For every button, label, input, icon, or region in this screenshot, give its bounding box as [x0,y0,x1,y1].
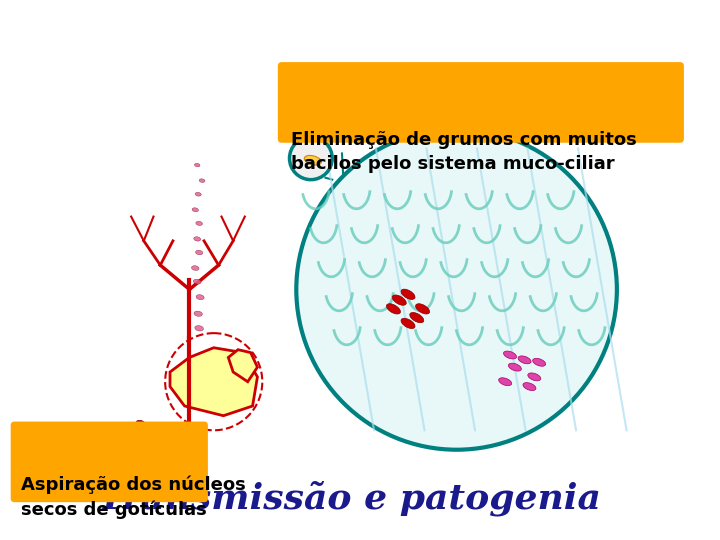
Ellipse shape [192,266,199,271]
Ellipse shape [387,303,400,314]
Text: Transmissão e patogenia: Transmissão e patogenia [99,481,601,516]
Ellipse shape [194,311,202,316]
Text: Eliminação de grumos com muitos
bacilos pelo sistema muco-ciliar: Eliminação de grumos com muitos bacilos … [292,131,637,173]
Polygon shape [228,350,258,382]
Ellipse shape [401,318,415,328]
Ellipse shape [305,156,321,165]
Ellipse shape [196,221,202,225]
FancyBboxPatch shape [11,422,208,502]
Ellipse shape [117,437,126,443]
Ellipse shape [194,164,200,167]
Ellipse shape [508,363,521,371]
Ellipse shape [415,303,430,314]
Ellipse shape [533,359,546,366]
Ellipse shape [410,313,424,323]
Ellipse shape [401,289,415,299]
Ellipse shape [528,373,541,381]
Ellipse shape [199,179,205,183]
Ellipse shape [130,440,139,446]
Polygon shape [170,348,258,416]
Ellipse shape [499,378,512,386]
Ellipse shape [195,192,201,196]
Ellipse shape [196,295,204,300]
Ellipse shape [136,420,145,427]
Ellipse shape [196,250,203,255]
Circle shape [289,137,332,180]
Ellipse shape [392,295,406,305]
Circle shape [297,129,617,450]
Ellipse shape [192,208,199,212]
Ellipse shape [503,351,516,359]
Text: Aspiração dos núcleos
secos de gotículas: Aspiração dos núcleos secos de gotículas [22,476,246,519]
Ellipse shape [120,443,129,450]
Ellipse shape [193,279,201,284]
Ellipse shape [124,432,133,438]
FancyBboxPatch shape [278,62,684,143]
Ellipse shape [523,383,536,390]
Ellipse shape [518,356,531,364]
Ellipse shape [136,447,145,453]
Ellipse shape [195,326,204,331]
FancyBboxPatch shape [0,3,704,537]
Ellipse shape [131,427,140,434]
Ellipse shape [194,237,201,241]
Ellipse shape [127,451,136,458]
